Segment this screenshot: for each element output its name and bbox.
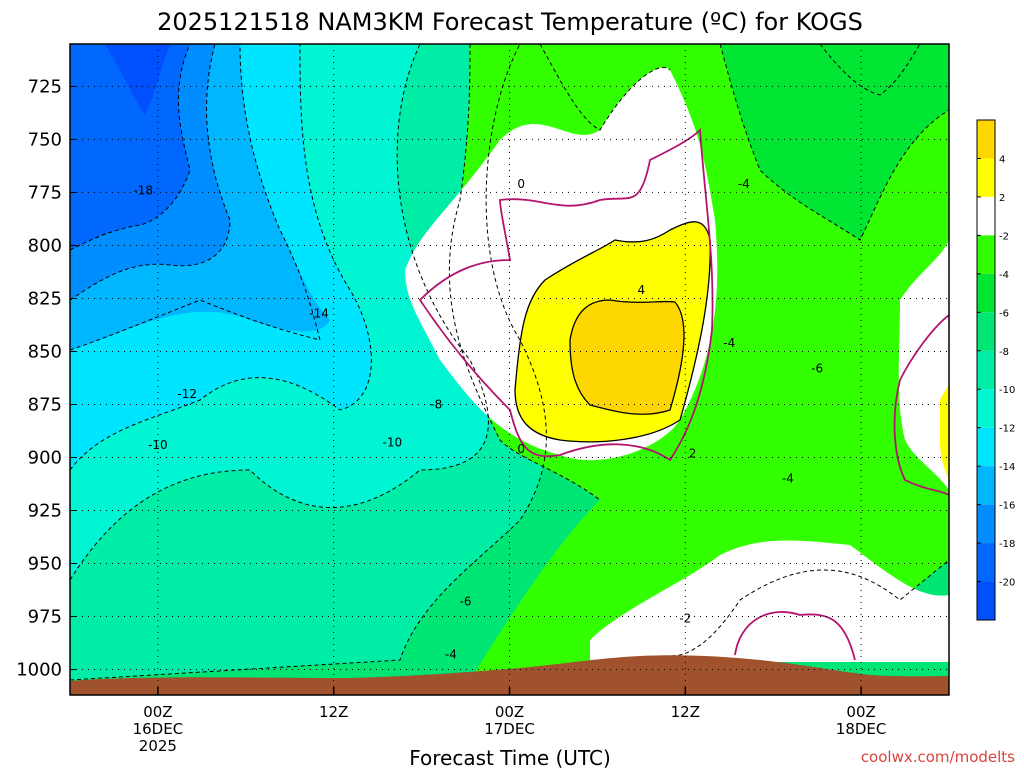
colorbar-swatch — [977, 312, 995, 351]
contour-label: 2 — [689, 446, 697, 460]
y-tick-label: 825 — [28, 288, 62, 309]
band-0-right-edge — [898, 240, 949, 490]
band-minus20 — [105, 44, 170, 115]
colorbar-swatch — [977, 350, 995, 390]
colorbar-frame — [976, 119, 996, 621]
contour-label: -12 — [177, 387, 197, 401]
band-4 — [570, 300, 685, 415]
contour-label: -4 — [445, 648, 457, 662]
contour-minus8 — [70, 44, 547, 681]
colorbar-label: -2 — [999, 231, 1009, 242]
y-tick-label: 1000 — [16, 660, 62, 681]
contour-label: -4 — [782, 472, 794, 486]
contour-lines — [70, 44, 949, 681]
contour-labels: -18 -14 -12 -10 -10 -8 -6 -4 0 0 4 2 -4 -4 -6 -4 -2 — [133, 177, 823, 662]
contour-label: -4 — [738, 177, 750, 191]
band-minus18 — [70, 44, 190, 250]
band-minus2 — [720, 44, 949, 240]
temperature-field — [70, 44, 949, 695]
y-tick-label: 875 — [28, 394, 62, 415]
colorbar-label: -8 — [999, 347, 1009, 358]
x-tick-label: 12Z — [671, 703, 700, 721]
chart-title: 2025121518 NAM3KM Forecast Temperature (… — [157, 8, 863, 36]
contour-label: 0 — [517, 177, 525, 191]
x-tick-label: 00Z — [143, 703, 172, 721]
contour-minus18 — [70, 44, 191, 251]
x-tick-label: 00Z — [495, 703, 524, 721]
band-2-right-edge — [940, 385, 949, 480]
y-tick-label: 925 — [28, 501, 62, 522]
contour-minus2-upper-left — [539, 44, 671, 131]
contour-label: -6 — [460, 595, 472, 609]
freezing-line-right — [893, 314, 949, 496]
y-tick-label: 725 — [28, 76, 62, 97]
contour-label: -18 — [133, 183, 153, 197]
colorbar-label: -20 — [999, 578, 1015, 589]
x-tick-label: 2025 — [139, 737, 177, 755]
y-tick-label: 850 — [28, 341, 62, 362]
contour-label: -4 — [723, 336, 735, 350]
colorbar-swatch — [977, 427, 995, 467]
contour-minus10 — [70, 44, 489, 581]
contour-minus2-upper-right — [819, 44, 921, 96]
colorbar-label: -10 — [999, 385, 1015, 396]
y-tick-label: 800 — [28, 235, 62, 256]
colorbar-swatch — [977, 235, 995, 274]
y-tick-label: 750 — [28, 129, 62, 150]
x-axis-label: Forecast Time (UTC) — [409, 746, 611, 768]
colorbar-swatch — [977, 466, 995, 505]
x-tick-label: 17DEC — [484, 720, 535, 738]
credit-text[interactable]: coolwx.com/modelts — [861, 748, 1015, 766]
contour-label: 4 — [638, 283, 646, 297]
y-tick-label: 900 — [28, 448, 62, 469]
y-tick-label: 775 — [28, 182, 62, 203]
contour-label: -2 — [679, 612, 691, 626]
colorbar-swatch — [977, 158, 995, 197]
contour-label: -8 — [430, 397, 442, 411]
band-0-near-surface — [590, 540, 949, 662]
y-axis: 725 750 775 800 825 850 875 900 925 950 975 1000 — [16, 76, 76, 681]
y-tick-label: 950 — [28, 554, 62, 575]
x-tick-label: 00Z — [846, 703, 875, 721]
colorbar-label: -12 — [999, 424, 1015, 435]
freezing-line — [418, 127, 949, 661]
contour-label: -10 — [148, 438, 168, 452]
contour-minus4-upper — [448, 44, 601, 501]
colorbar-label: -6 — [999, 308, 1009, 319]
contour-minus4 — [469, 559, 949, 681]
colorbar-label: -4 — [999, 270, 1009, 281]
contour-label: -14 — [309, 306, 329, 320]
contour-minus14 — [70, 44, 321, 351]
y-tick-label: 975 — [28, 607, 62, 628]
colorbar-swatch — [977, 196, 995, 236]
colorbar-label: -16 — [999, 501, 1015, 512]
x-tick-label: 16DEC — [133, 720, 184, 738]
colorbar: 4 2 -2 -4 -6 -8 -10 -12 -14 -16 -18 -20 — [976, 119, 1015, 621]
colorbar-swatch — [977, 273, 995, 313]
contour-label: -10 — [382, 436, 402, 450]
colorbar-swatch — [977, 504, 995, 544]
freezing-line-surface — [734, 611, 856, 661]
colorbar-label: -18 — [999, 539, 1015, 550]
contour-minus16 — [70, 44, 231, 301]
colorbar-label: 2 — [999, 193, 1005, 204]
colorbar-swatch — [977, 389, 995, 428]
colorbar-swatch — [977, 120, 995, 159]
contour-4 — [569, 299, 685, 415]
colorbar-label: -14 — [999, 462, 1015, 473]
contour-label: 0 — [517, 442, 525, 456]
contour-minus12 — [70, 44, 372, 471]
contour-label: -6 — [811, 361, 823, 375]
freezing-line-main — [418, 127, 714, 462]
colorbar-swatch — [977, 543, 995, 582]
gridlines — [70, 44, 949, 695]
x-tick-label: 12Z — [319, 703, 348, 721]
colorbar-swatch — [977, 581, 995, 620]
terrain-fill — [70, 655, 949, 695]
x-tick-label: 18DEC — [836, 720, 887, 738]
colorbar-label: 4 — [999, 154, 1005, 165]
